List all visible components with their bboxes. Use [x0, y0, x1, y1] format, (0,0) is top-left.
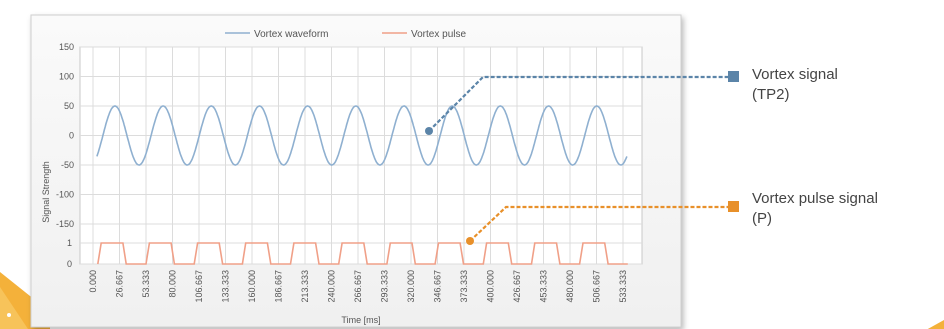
callout-vortex-pulse-signal: Vortex pulse signal (P): [466, 190, 878, 245]
y-tick-label: -50: [61, 160, 74, 170]
x-tick-label: 400.000: [486, 270, 496, 303]
corner-decoration-right: [914, 317, 944, 329]
callout-vortex-pulse-line: [469, 205, 728, 242]
x-tick-label: 26.667: [115, 270, 125, 298]
x-tick-label: 160.000: [247, 270, 257, 303]
x-tick-label: 266.667: [353, 270, 363, 303]
x-tick-label: 106.667: [194, 270, 204, 303]
legend: Vortex waveform Vortex pulse: [225, 29, 466, 40]
x-tick-label: 133.333: [220, 270, 230, 303]
callout-vortex-pulse-dot: [466, 237, 474, 245]
legend-pulse-label: Vortex pulse: [411, 29, 466, 40]
legend-waveform-label: Vortex waveform: [254, 29, 328, 40]
y-tick-labels: 150 100 50 0 -50 -100 -150 1 0: [56, 42, 74, 269]
x-tick-label: 346.667: [433, 270, 443, 303]
callout-vortex-signal-label: Vortex signal: [752, 66, 838, 83]
callout-vortex-signal-dot: [425, 127, 433, 135]
series-vortex-waveform: [96, 105, 628, 166]
x-tick-label: 186.667: [274, 270, 284, 303]
x-tick-label: 453.333: [538, 270, 548, 303]
y-tick-label: 1: [67, 238, 72, 248]
y-tick-label: 150: [59, 42, 74, 52]
y-axis-label: Signal Strength: [41, 161, 51, 223]
x-tick-label: 53.333: [141, 270, 151, 298]
callout-vortex-signal-sublabel: (TP2): [752, 86, 790, 103]
x-tick-label: 373.333: [459, 270, 469, 303]
x-tick-label: 426.667: [512, 270, 522, 303]
y-tick-label: 100: [59, 72, 74, 82]
callout-vortex-signal: Vortex signal (TP2): [425, 66, 838, 135]
x-tick-label: 0.000: [88, 270, 98, 293]
x-tick-label: 293.333: [379, 270, 389, 303]
x-tick-label: 480.000: [565, 270, 575, 303]
x-axis-label: Time [ms]: [341, 315, 380, 325]
x-tick-label: 506.667: [592, 270, 602, 303]
y-tick-label: -100: [56, 190, 74, 200]
y-tick-label: -150: [56, 219, 74, 229]
callout-vortex-pulse-label: Vortex pulse signal: [752, 190, 878, 207]
x-tick-label: 533.333: [618, 270, 628, 303]
x-tick-labels: 0.000 26.667 53.333 80.000 106.667 133.333 160…: [88, 270, 628, 303]
series-vortex-pulse: [97, 242, 628, 265]
y-tick-label: 0: [69, 131, 74, 141]
y-tick-label: 50: [64, 101, 74, 111]
x-tick-label: 320.000: [406, 270, 416, 303]
x-tick-label: 240.000: [327, 270, 337, 303]
callout-vortex-signal-marker: [728, 71, 739, 82]
y-tick-label: 0: [67, 259, 72, 269]
callout-vortex-signal-line: [428, 75, 728, 132]
callout-vortex-pulse-marker: [728, 201, 739, 212]
x-tick-label: 213.333: [300, 270, 310, 303]
callout-vortex-pulse-sublabel: (P): [752, 210, 772, 227]
x-tick-label: 80.000: [168, 270, 178, 298]
plot-area: [79, 46, 643, 265]
